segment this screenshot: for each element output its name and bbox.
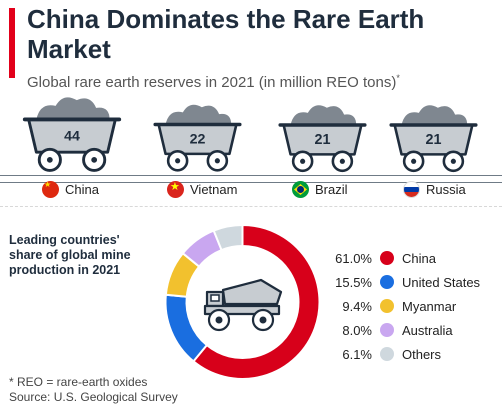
category-tick-label: Brazil bbox=[315, 182, 348, 197]
section-divider bbox=[0, 206, 502, 208]
cart-russia: 21 bbox=[388, 105, 478, 173]
legend-swatch bbox=[380, 275, 394, 289]
china-flag-icon bbox=[42, 181, 59, 198]
page-subtitle: Global rare earth reserves in 2021 (in m… bbox=[27, 73, 497, 91]
legend-value: 15.5% bbox=[335, 274, 372, 290]
cart-china: 44 bbox=[22, 97, 122, 172]
category-tick-label: Vietnam bbox=[190, 182, 238, 197]
wheel-hub bbox=[339, 158, 345, 164]
donut-slice-others bbox=[212, 223, 244, 252]
legend-value: 6.1% bbox=[342, 346, 372, 362]
vietnam-flag-icon bbox=[167, 181, 184, 198]
donut-slice-united-states bbox=[164, 293, 209, 363]
wheel-hub bbox=[299, 158, 305, 164]
legend-item-others: 6.1% Others bbox=[328, 342, 498, 366]
page-title: China Dominates the Rare Earth Market bbox=[27, 4, 425, 64]
bar-value-label: 44 bbox=[64, 129, 80, 145]
cart-vietnam: 22 bbox=[152, 104, 242, 172]
category-tick-label: Russia bbox=[426, 182, 466, 197]
wheel-hub bbox=[410, 158, 416, 164]
country-label-russia: Russia bbox=[403, 181, 466, 198]
mining-truck-icon bbox=[203, 278, 283, 332]
wheel-hub bbox=[91, 156, 98, 163]
subtitle-footnote-mark: * bbox=[396, 73, 400, 83]
legend-item-myanmar: 9.4% Myanmar bbox=[328, 294, 498, 318]
footnote: * REO = rare-earth oxides bbox=[9, 375, 148, 389]
russia-flag-icon bbox=[403, 181, 420, 198]
legend-label: Myanmar bbox=[402, 298, 457, 314]
legend-item-united-states: 15.5% United States bbox=[328, 270, 498, 294]
bar-value-label: 21 bbox=[314, 132, 330, 148]
legend-swatch bbox=[380, 299, 394, 313]
ore-pile bbox=[36, 97, 110, 120]
brazil-flag-icon bbox=[292, 181, 309, 198]
wheel-hub bbox=[46, 156, 53, 163]
wheel-hub bbox=[174, 158, 180, 164]
legend-value: 9.4% bbox=[342, 298, 372, 314]
legend-label: United States bbox=[402, 274, 481, 290]
bar-value-label: 22 bbox=[189, 132, 205, 148]
reserves-chart: 44 22 21 21 bbox=[0, 92, 502, 202]
legend-value: 61.0% bbox=[335, 250, 372, 266]
ore-pile bbox=[401, 105, 467, 125]
wheel-hub bbox=[450, 158, 456, 164]
production-donut-chart bbox=[164, 223, 321, 380]
rail-track bbox=[0, 175, 502, 183]
legend-item-china: 61.0% China bbox=[328, 246, 498, 270]
country-label-vietnam: Vietnam bbox=[167, 181, 237, 198]
category-tick-label: China bbox=[65, 182, 99, 197]
country-label-brazil: Brazil bbox=[292, 181, 348, 198]
wheel-hub bbox=[214, 158, 220, 164]
donut-legend: 61.0% China 15.5% United States 9.4% Myanmar 8… bbox=[328, 246, 498, 366]
legend-value: 8.0% bbox=[342, 322, 372, 338]
legend-swatch bbox=[380, 347, 394, 361]
legend-label: Others bbox=[402, 346, 442, 362]
accent-bar bbox=[9, 8, 15, 78]
source-note: Source: U.S. Geological Survey bbox=[9, 390, 178, 404]
ore-pile bbox=[165, 104, 231, 125]
legend-swatch bbox=[380, 323, 394, 337]
country-label-china: China bbox=[42, 181, 99, 198]
cart-brazil: 21 bbox=[277, 105, 367, 173]
legend-item-australia: 8.0% Australia bbox=[328, 318, 498, 342]
ore-pile bbox=[290, 105, 356, 125]
donut-slice-china bbox=[192, 223, 321, 380]
legend-label: China bbox=[402, 250, 436, 266]
bar-value-label: 21 bbox=[425, 132, 441, 148]
pie-title: Leading countries' share of global mine … bbox=[9, 233, 131, 277]
subtitle-text: Global rare earth reserves in 2021 (in m… bbox=[27, 74, 397, 91]
legend-swatch bbox=[380, 251, 394, 265]
legend-label: Australia bbox=[402, 322, 453, 338]
